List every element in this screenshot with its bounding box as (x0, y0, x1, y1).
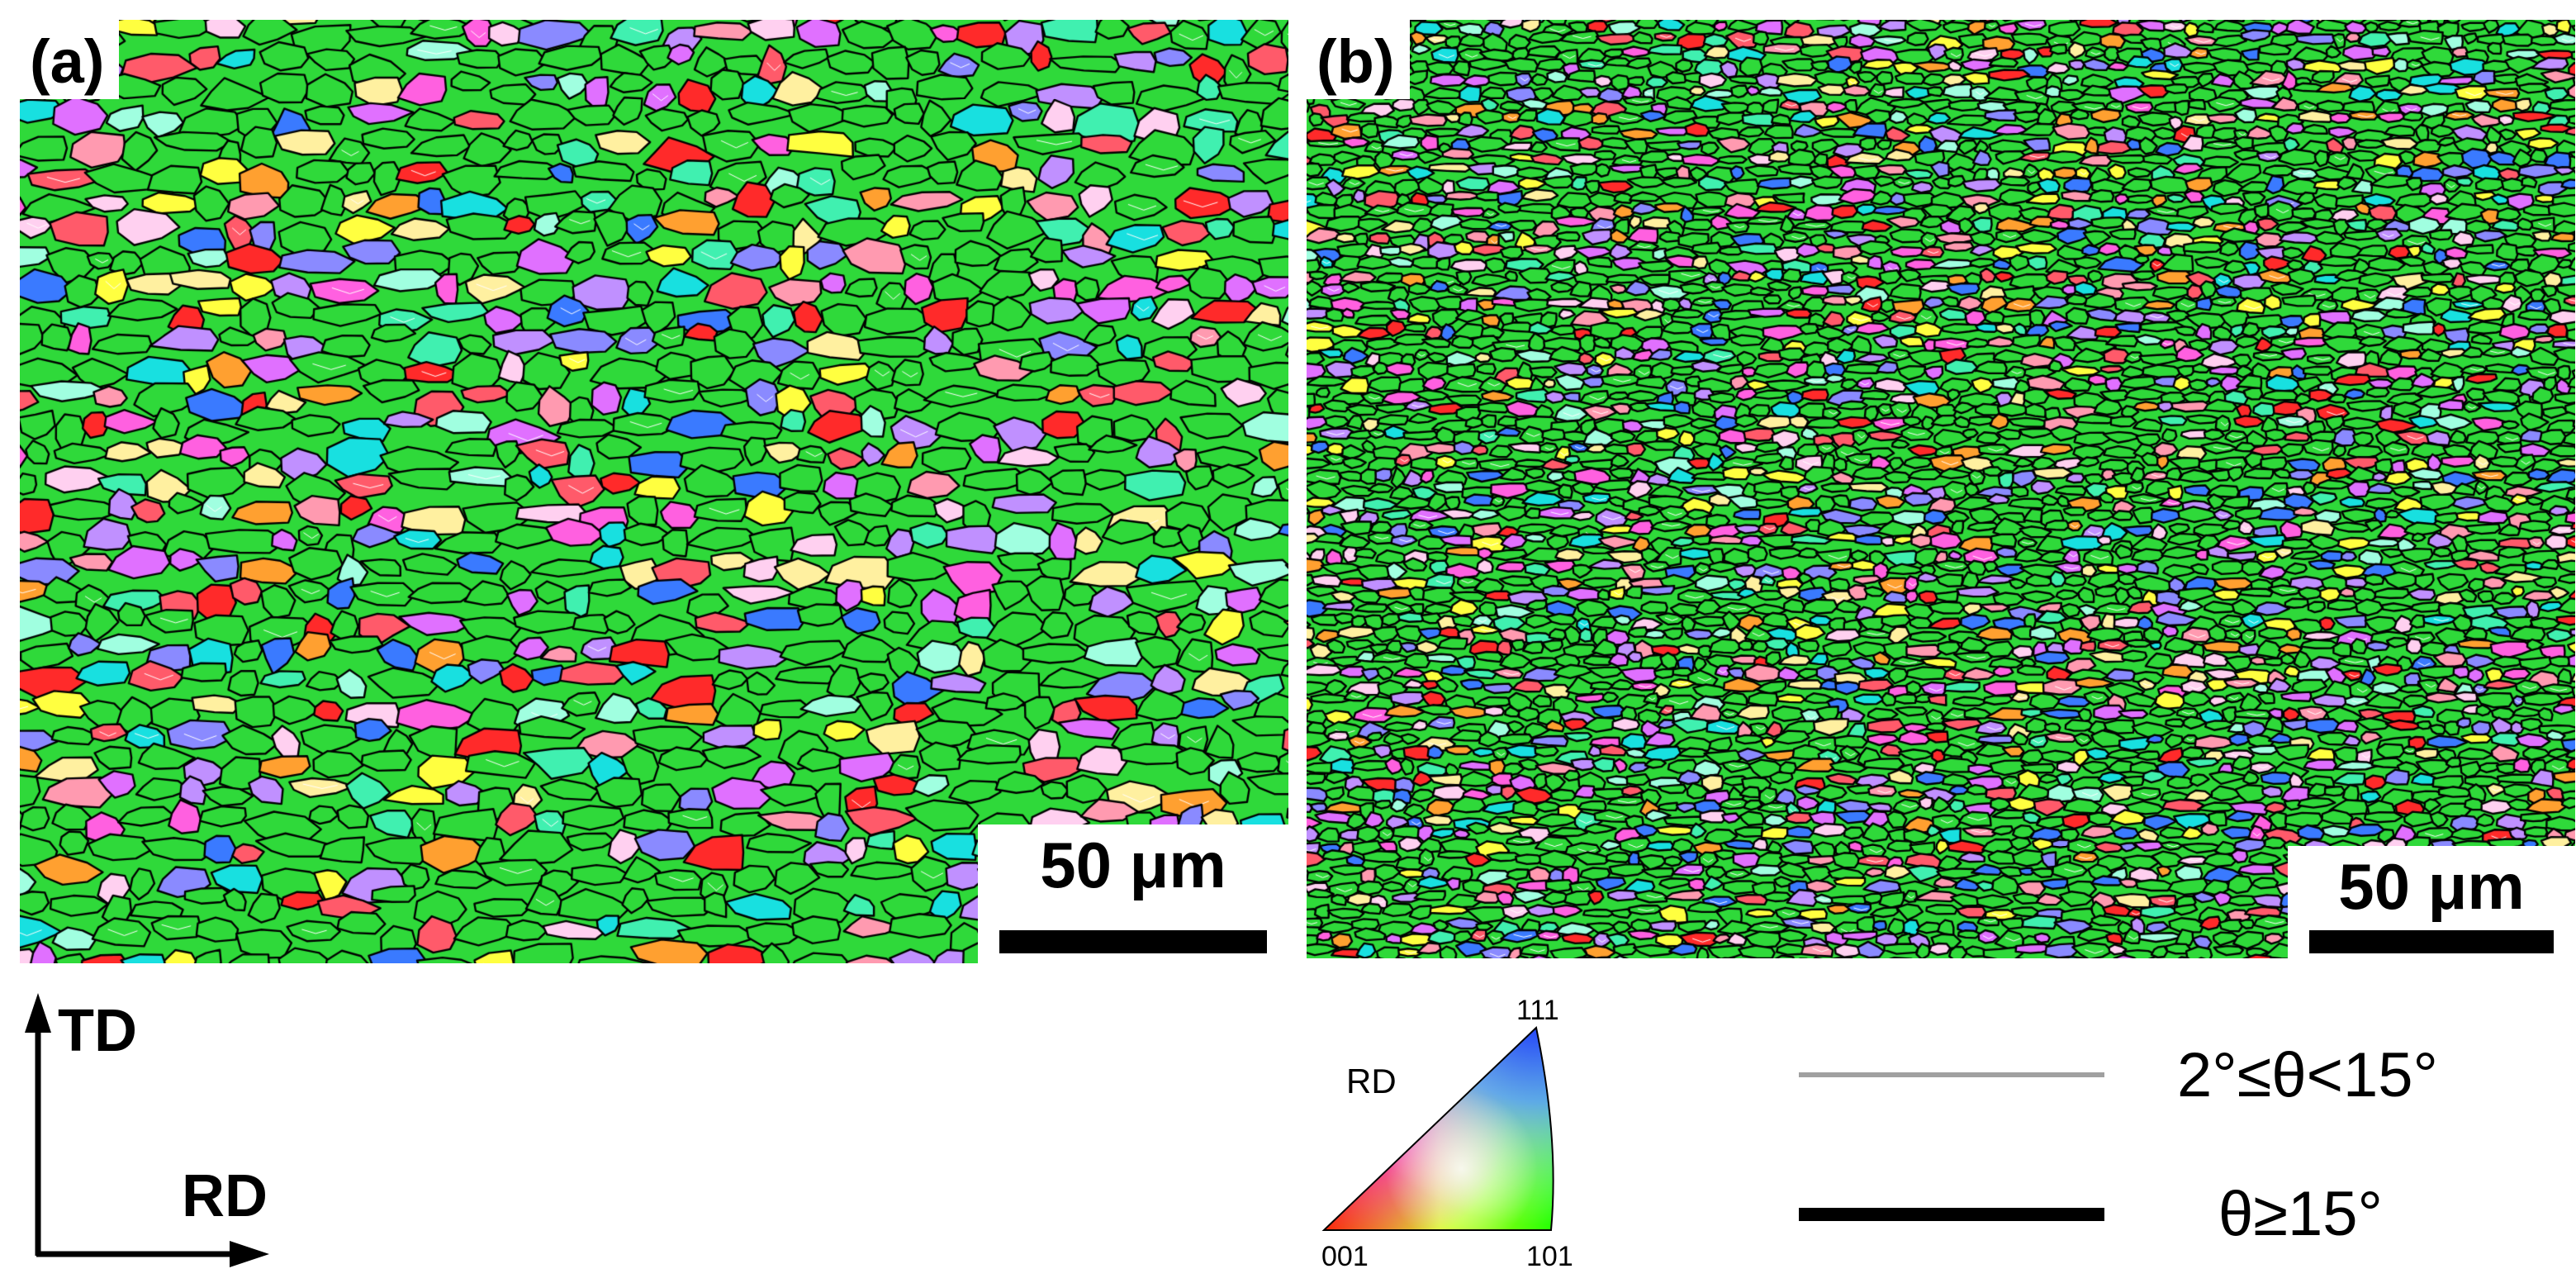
scale-bar-label-b: 50 μm (2338, 850, 2525, 923)
ipf-triangle (1321, 1026, 1554, 1231)
rd-arrow-icon (230, 1241, 269, 1267)
grain-map-a (20, 20, 1288, 963)
scale-bar-label-a: 50 μm (1040, 829, 1226, 901)
high-angle-boundary-label: θ≥15° (2218, 1179, 2383, 1249)
low-angle-boundary-label: 2°≤θ<15° (2177, 1040, 2438, 1110)
ipf-corner-001: 001 (1321, 1241, 1369, 1272)
scale-bar-box-a: 50 μm (978, 824, 1288, 963)
scale-bar-b (2309, 930, 2554, 953)
ipf-direction-label: RD (1346, 1062, 1397, 1100)
ipf-corner-111: 111 (1516, 995, 1559, 1026)
ipf-key: RD 001 101 111 (1303, 995, 1576, 1276)
scale-bar-a (999, 930, 1267, 953)
scale-bar-box-b: 50 μm (2288, 846, 2575, 958)
panel-label-b: (b) (1307, 20, 1410, 99)
ipf-corner-101: 101 (1526, 1241, 1573, 1272)
low-angle-boundary-swatch (1799, 1072, 2104, 1077)
grain-map-b (1307, 20, 2575, 958)
td-arrow-icon (25, 993, 51, 1033)
ebsd-map-b: (b) 50 μm (1307, 20, 2575, 958)
ebsd-map-a: (a) 50 μm (20, 20, 1288, 963)
td-label: TD (58, 998, 137, 1064)
panel-label-a: (a) (20, 20, 120, 99)
axes-diagram (25, 993, 269, 1267)
rd-label: RD (182, 1163, 268, 1229)
high-angle-boundary-swatch (1799, 1208, 2104, 1221)
